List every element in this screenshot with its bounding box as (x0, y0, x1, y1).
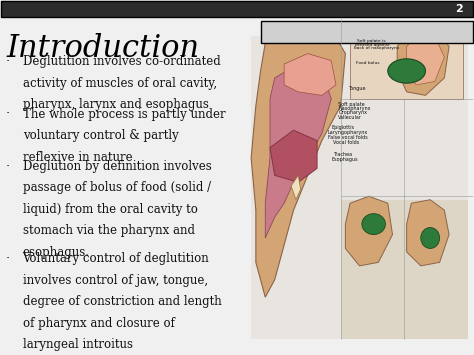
Text: Esophagus: Esophagus (331, 157, 358, 162)
FancyBboxPatch shape (251, 36, 468, 339)
Text: Introduction: Introduction (6, 33, 199, 64)
Polygon shape (407, 36, 444, 85)
Text: activity of muscles of oral cavity,: activity of muscles of oral cavity, (23, 77, 217, 90)
Text: False vocal folds: False vocal folds (328, 135, 368, 140)
Text: pressed against: pressed against (355, 43, 390, 47)
Text: Soft palate is: Soft palate is (357, 39, 386, 43)
Polygon shape (265, 64, 331, 238)
Text: pharynx, larynx and esophagus: pharynx, larynx and esophagus (23, 98, 209, 111)
Ellipse shape (421, 228, 439, 248)
Text: Voluntary control of deglutition: Voluntary control of deglutition (23, 252, 210, 265)
Text: Laryngopharynx: Laryngopharynx (328, 130, 368, 135)
Text: 2: 2 (456, 4, 463, 14)
Text: ·: · (6, 108, 10, 120)
Ellipse shape (362, 214, 385, 235)
Polygon shape (251, 26, 346, 297)
Text: Nasopharynx: Nasopharynx (338, 106, 371, 111)
Text: back of nasopharynx: back of nasopharynx (354, 47, 399, 50)
Text: ·: · (6, 55, 10, 68)
Text: Oropharynx: Oropharynx (338, 110, 367, 115)
Polygon shape (397, 26, 449, 95)
FancyBboxPatch shape (350, 22, 463, 99)
Text: laryngeal introitus: laryngeal introitus (23, 338, 133, 351)
Text: passage of bolus of food (solid /: passage of bolus of food (solid / (23, 181, 211, 194)
Text: Tongue: Tongue (348, 86, 365, 91)
Text: Soft palate: Soft palate (338, 102, 365, 107)
FancyBboxPatch shape (261, 21, 473, 43)
Polygon shape (291, 175, 301, 200)
Text: The whole process is partly under: The whole process is partly under (23, 108, 225, 120)
Text: reflexive in nature: reflexive in nature (23, 151, 132, 164)
Text: Food bolus: Food bolus (356, 61, 379, 65)
Polygon shape (284, 54, 336, 95)
Text: Trachea: Trachea (333, 152, 352, 157)
Text: Vallecular: Vallecular (338, 115, 362, 120)
FancyBboxPatch shape (341, 200, 468, 339)
Polygon shape (407, 200, 449, 266)
Ellipse shape (388, 59, 426, 83)
Text: degree of constriction and length: degree of constriction and length (23, 295, 221, 308)
Text: Vocal folds: Vocal folds (333, 140, 359, 145)
Polygon shape (346, 196, 392, 266)
Text: esophagus.: esophagus. (23, 246, 90, 259)
Text: of pharynx and closure of: of pharynx and closure of (23, 317, 174, 330)
Text: liquid) from the oral cavity to: liquid) from the oral cavity to (23, 203, 198, 216)
Text: ·: · (6, 160, 10, 173)
Text: Deglution by definition involves: Deglution by definition involves (23, 160, 211, 173)
Text: stomach via the pharynx and: stomach via the pharynx and (23, 224, 195, 237)
Text: Deglutition involves co-ordinated: Deglutition involves co-ordinated (23, 55, 220, 68)
Text: voluntary control & partly: voluntary control & partly (23, 129, 178, 142)
Polygon shape (270, 130, 317, 182)
FancyBboxPatch shape (1, 1, 473, 17)
Text: involves control of jaw, tongue,: involves control of jaw, tongue, (23, 273, 208, 286)
Text: ·: · (6, 252, 10, 265)
Text: Epiglottis: Epiglottis (331, 125, 354, 130)
